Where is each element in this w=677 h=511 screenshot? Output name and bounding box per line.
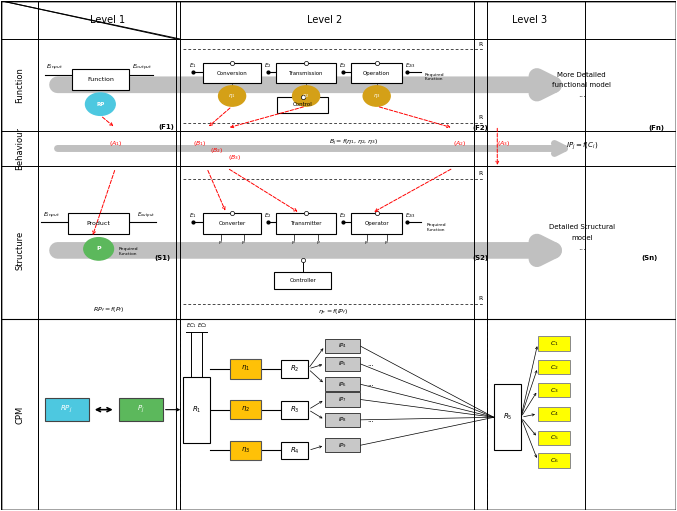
FancyBboxPatch shape — [72, 69, 129, 90]
Text: $E_{input}$: $E_{input}$ — [43, 211, 60, 221]
Text: $IP_8$: $IP_8$ — [338, 415, 347, 424]
FancyBboxPatch shape — [325, 438, 360, 452]
Text: P: P — [96, 246, 101, 251]
FancyBboxPatch shape — [325, 392, 360, 407]
Text: ...: ... — [577, 90, 586, 100]
Text: $E_2$: $E_2$ — [339, 212, 347, 220]
Text: $\eta_1$: $\eta_1$ — [241, 364, 250, 374]
Text: $IP_6$: $IP_6$ — [338, 380, 347, 389]
Text: $(B_2)$: $(B_2)$ — [210, 146, 223, 154]
Text: $\eta_e = f(IP_f)$: $\eta_e = f(IP_f)$ — [318, 307, 349, 316]
Text: Required
Function: Required Function — [427, 223, 446, 232]
Text: $E_{output}$: $E_{output}$ — [137, 211, 155, 221]
Text: R: R — [478, 115, 483, 121]
Text: $R_4$: $R_4$ — [290, 445, 299, 455]
Text: $E_2$: $E_2$ — [264, 61, 271, 70]
Text: Structure: Structure — [15, 231, 24, 270]
FancyBboxPatch shape — [281, 360, 308, 378]
Text: $E_{output}$: $E_{output}$ — [132, 63, 153, 73]
Text: $IP_9$: $IP_9$ — [338, 441, 347, 450]
Text: $B_j = f(\eta_1, \eta_2, \eta_3)$: $B_j = f(\eta_1, \eta_2, \eta_3)$ — [329, 138, 378, 149]
Text: $IP_5$: $IP_5$ — [338, 359, 347, 368]
FancyBboxPatch shape — [538, 383, 570, 398]
Text: $C_3$: $C_3$ — [550, 386, 559, 394]
Text: Operation: Operation — [363, 71, 391, 76]
Text: Controller: Controller — [289, 278, 316, 283]
Text: Level 3: Level 3 — [512, 14, 547, 25]
FancyBboxPatch shape — [538, 407, 570, 421]
Circle shape — [219, 86, 246, 106]
FancyBboxPatch shape — [351, 63, 402, 83]
Text: (F1): (F1) — [158, 124, 174, 130]
Text: IP: IP — [219, 241, 223, 245]
Text: $R_2$: $R_2$ — [290, 364, 299, 374]
Text: Function: Function — [87, 77, 114, 82]
FancyBboxPatch shape — [203, 63, 261, 83]
FancyBboxPatch shape — [68, 213, 129, 234]
Text: (Sn): (Sn) — [641, 255, 657, 261]
FancyBboxPatch shape — [281, 442, 308, 459]
Text: R: R — [478, 41, 483, 47]
Text: $\eta_1$: $\eta_1$ — [228, 92, 236, 100]
FancyBboxPatch shape — [325, 357, 360, 371]
Text: $(A_3)$: $(A_3)$ — [498, 139, 510, 148]
FancyBboxPatch shape — [325, 339, 360, 353]
Text: Converter: Converter — [219, 221, 246, 226]
Text: ...: ... — [367, 381, 374, 387]
Text: $C_4$: $C_4$ — [550, 409, 559, 418]
Text: Level 2: Level 2 — [307, 14, 343, 25]
Text: ...: ... — [367, 417, 374, 423]
Text: $IP_4$: $IP_4$ — [338, 341, 347, 351]
Text: $RP_j$: $RP_j$ — [60, 404, 73, 415]
Text: $(A_1)$: $(A_1)$ — [109, 139, 123, 148]
FancyBboxPatch shape — [119, 399, 163, 421]
Text: More Detailed: More Detailed — [557, 72, 606, 78]
Text: R: R — [478, 296, 483, 301]
Text: CPM: CPM — [15, 405, 24, 424]
Text: $IP_7$: $IP_7$ — [338, 395, 347, 404]
Text: $C_6$: $C_6$ — [550, 456, 559, 465]
Text: Detailed Structural: Detailed Structural — [548, 224, 615, 230]
FancyBboxPatch shape — [230, 441, 261, 460]
FancyBboxPatch shape — [325, 413, 360, 427]
FancyBboxPatch shape — [538, 336, 570, 351]
Text: $(B_3)$: $(B_3)$ — [228, 153, 242, 162]
Text: $E_{2/3}$: $E_{2/3}$ — [406, 212, 416, 220]
Text: $E_2$: $E_2$ — [339, 61, 347, 70]
Text: IP: IP — [385, 241, 389, 245]
Text: Transmission: Transmission — [289, 71, 323, 76]
Text: Conversion: Conversion — [217, 71, 248, 76]
Circle shape — [292, 86, 320, 106]
FancyBboxPatch shape — [183, 377, 210, 443]
FancyBboxPatch shape — [538, 431, 570, 445]
Text: $EC_1$: $EC_1$ — [185, 321, 197, 330]
Text: $C_2$: $C_2$ — [550, 363, 559, 372]
Text: Required
Function: Required Function — [119, 247, 139, 256]
Text: ...: ... — [577, 243, 586, 252]
FancyBboxPatch shape — [203, 213, 261, 234]
Text: Operator: Operator — [364, 221, 389, 226]
Text: IP: IP — [365, 241, 368, 245]
FancyBboxPatch shape — [230, 359, 261, 379]
FancyBboxPatch shape — [281, 401, 308, 419]
FancyBboxPatch shape — [538, 453, 570, 468]
FancyBboxPatch shape — [276, 63, 336, 83]
Text: $\eta_2$: $\eta_2$ — [241, 405, 250, 414]
Text: IP: IP — [292, 241, 296, 245]
Text: ...: ... — [367, 361, 374, 367]
Text: $E_1$: $E_1$ — [190, 61, 197, 70]
Text: (F2): (F2) — [473, 125, 488, 131]
Text: $EC_2$: $EC_2$ — [196, 321, 208, 330]
Circle shape — [84, 238, 114, 260]
Text: IP: IP — [316, 241, 320, 245]
FancyBboxPatch shape — [538, 360, 570, 375]
FancyBboxPatch shape — [230, 400, 261, 420]
Text: $(A_2)$: $(A_2)$ — [454, 139, 467, 148]
Text: Control: Control — [293, 102, 313, 107]
Text: $E_{2/3}$: $E_{2/3}$ — [406, 61, 416, 69]
FancyBboxPatch shape — [278, 97, 328, 113]
Text: $E_2$: $E_2$ — [264, 212, 271, 220]
Text: $\eta_2$: $\eta_2$ — [303, 92, 310, 100]
Text: $RP_f = f(P_f)$: $RP_f = f(P_f)$ — [93, 305, 125, 314]
